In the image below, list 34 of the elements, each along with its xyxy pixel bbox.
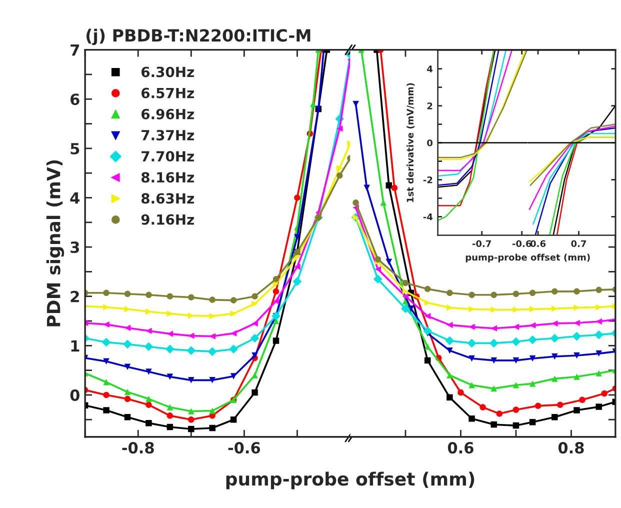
legend-label: 9.16Hz — [141, 214, 194, 225]
y-tick-label: 1 — [71, 340, 80, 352]
x-axis-title: pump-probe offset (mm) — [226, 472, 474, 490]
x-tick-label: 0.6 — [530, 240, 546, 248]
legend-label: 8.16Hz — [141, 172, 194, 183]
x-tick-label: 0.6 — [448, 442, 474, 454]
y-tick-label: 6 — [70, 94, 80, 106]
y-tick-label: 4 — [427, 66, 433, 72]
y-tick-label: 0 — [427, 139, 433, 146]
y-tick-label: 0 — [70, 389, 80, 401]
x-tick-label: -0.8 — [122, 442, 154, 454]
y-tick-label: 2 — [70, 290, 79, 302]
y-tick-label: 7 — [70, 44, 79, 56]
y-tick-label: 4 — [70, 192, 80, 204]
x-tick-label: -0.7 — [472, 240, 491, 248]
legend-label: 6.96Hz — [141, 108, 194, 120]
x-tick-label: 0.7 — [571, 240, 586, 248]
x-tick-label: -0.6 — [228, 442, 260, 454]
x-tick-label: 0.8 — [558, 442, 584, 454]
legend-label: 7.37Hz — [142, 130, 194, 140]
chart-title: (j) PBDB-T:N2200:ITIC-M — [86, 28, 310, 46]
y-axis-title: PDM signal (mV) — [46, 160, 64, 326]
y-tick-label: 3 — [70, 241, 79, 254]
legend-label: 8.63Hz — [141, 193, 194, 204]
y-tick-label: 5 — [70, 143, 80, 154]
x-axis-title: pump-probe offset (mm) — [466, 254, 590, 262]
legend-label: 6.57Hz — [141, 88, 194, 98]
y-axis-title: 1st derivative (mV/mm) — [406, 83, 415, 202]
y-tick-label: -2 — [423, 176, 432, 184]
x-tick-label: -0.6 — [512, 240, 532, 248]
y-tick-label: -4 — [423, 214, 433, 220]
y-tick-label: 2 — [427, 102, 432, 110]
legend-label: 7.70Hz — [142, 151, 194, 162]
legend-label: 6.30Hz — [141, 66, 194, 78]
